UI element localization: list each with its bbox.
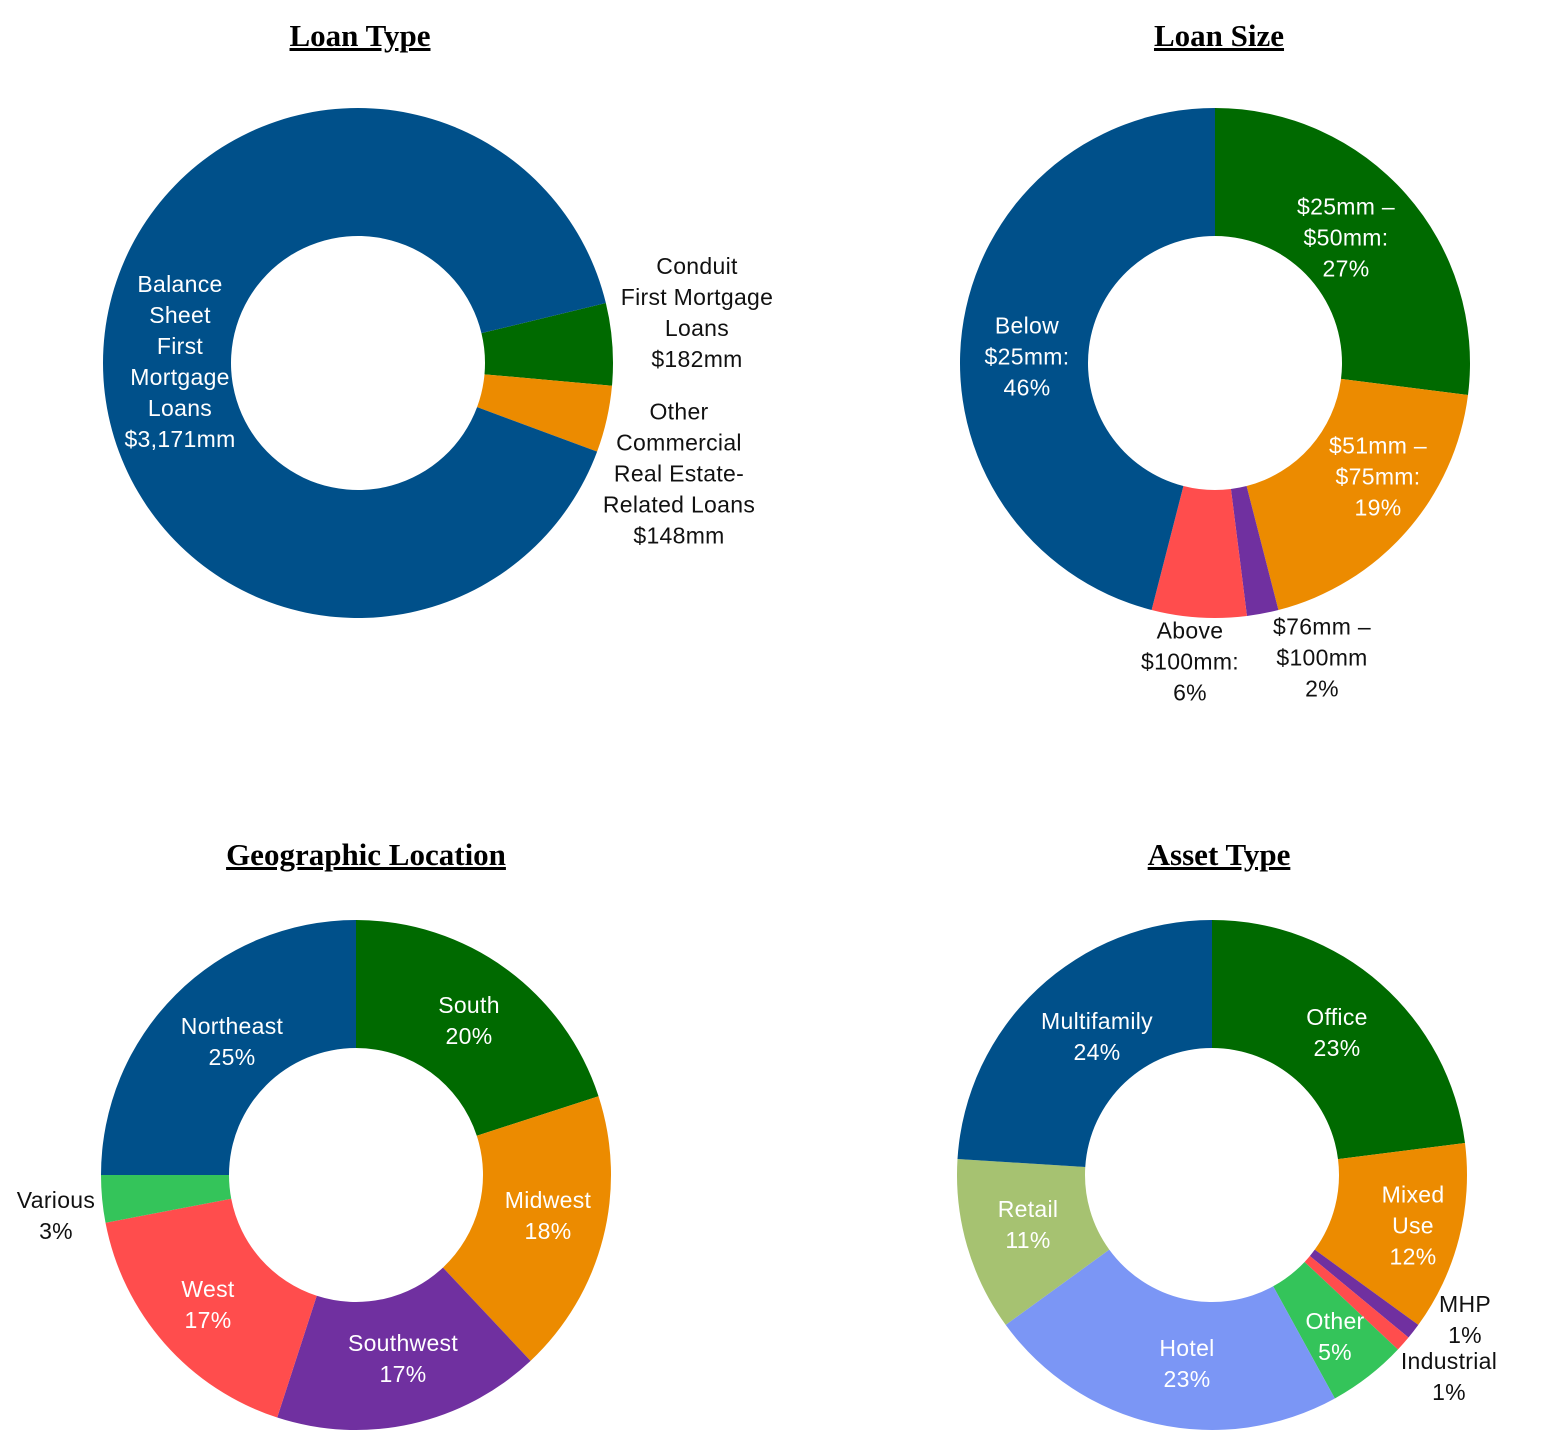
chart-title-loan-type: Loan Type (289, 18, 431, 53)
data-label-south: South 20% (438, 992, 500, 1049)
slice-other (1273, 1261, 1398, 1399)
data-label-mixed-use: Mixed Use 12% (1381, 1181, 1445, 1270)
slice-conduit-first-mortgage-loans (481, 303, 613, 386)
donut-loan-type (102, 108, 613, 619)
data-label-southwest: Southwest 17% (347, 1330, 459, 1387)
slice-51mm-75mm (1246, 378, 1468, 610)
data-label-76-100: $76mm – $100mm 2% (1273, 613, 1371, 702)
data-label-conduit: Conduit First Mortgage Loans $182mm (620, 253, 774, 372)
data-label-other: Other 5% (1305, 1308, 1365, 1365)
slice-balance-sheet-first-mortgage-loans (102, 108, 606, 619)
data-label-25-50: $25mm – $50mm: 27% (1297, 193, 1395, 282)
slice-west (105, 1198, 317, 1418)
slice-above-100mm (1151, 486, 1247, 618)
slice-25mm-50mm (1215, 108, 1471, 395)
slice-various (101, 1175, 232, 1223)
slice-other-commercial-real-estate-related-loans (477, 374, 612, 452)
slice-retail (956, 1158, 1110, 1325)
data-label-below-25: Below $25mm: 46% (984, 312, 1070, 401)
donut-geographic-location (101, 920, 611, 1430)
data-label-retail: Retail 11% (997, 1196, 1059, 1253)
slice-northeast (101, 920, 356, 1175)
slice-south (356, 920, 599, 1136)
data-label-industrial: Industrial 1% (1400, 1348, 1498, 1405)
data-label-northeast: Northeast 25% (180, 1013, 284, 1070)
slice-below-25mm (959, 108, 1215, 610)
data-label-multifamily: Multifamily 24% (1041, 1008, 1153, 1065)
data-label-west: West 17% (181, 1276, 235, 1333)
donut-asset-type (956, 920, 1467, 1430)
data-label-balance-sheet: Balance Sheet First Mortgage Loans $3,17… (124, 271, 236, 452)
slice-southwest (277, 1267, 531, 1430)
slice-multifamily (957, 920, 1212, 1168)
data-label-mhp: MHP 1% (1438, 1291, 1492, 1348)
data-label-midwest: Midwest 18% (504, 1187, 592, 1244)
slice-mhp (1309, 1249, 1419, 1338)
slice-76mm-100mm (1230, 486, 1279, 616)
slice-industrial (1304, 1255, 1409, 1350)
chart-title-loan-size: Loan Size (1153, 18, 1285, 53)
slice-office (1212, 920, 1465, 1160)
slice-mixed-use (1314, 1143, 1467, 1325)
donut-loan-size (959, 108, 1471, 618)
data-label-other-cre: Other Commercial Real Estate- Related Lo… (602, 398, 756, 549)
chart-title-asset-type: Asset Type (1147, 837, 1291, 872)
slice-hotel (1005, 1249, 1335, 1430)
slice-midwest (442, 1096, 611, 1361)
chart-title-geographic-location: Geographic Location (226, 837, 506, 872)
data-label-various: Various 3% (16, 1187, 96, 1244)
data-label-hotel: Hotel 23% (1159, 1335, 1215, 1392)
data-label-above-100: Above $100mm: 6% (1141, 617, 1239, 706)
data-label-51-75: $51mm – $75mm: 19% (1329, 432, 1427, 521)
data-label-office: Office 23% (1306, 1004, 1368, 1061)
